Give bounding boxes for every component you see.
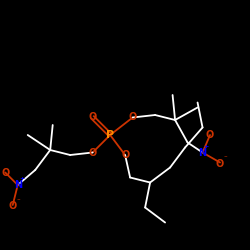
Text: P: P [106, 130, 114, 140]
Text: O: O [88, 112, 97, 122]
Text: O: O [206, 130, 214, 140]
Text: O: O [8, 201, 17, 211]
Text: O: O [88, 148, 97, 158]
Text: ⁻: ⁻ [16, 198, 20, 204]
Text: N: N [14, 180, 22, 190]
Text: N: N [198, 148, 206, 158]
Text: O: O [128, 112, 137, 122]
Text: O: O [216, 159, 224, 169]
Text: +: + [204, 144, 209, 149]
Text: +: + [19, 176, 24, 181]
Text: ⁻: ⁻ [224, 156, 228, 162]
Text: O: O [1, 168, 9, 177]
Text: O: O [121, 150, 129, 160]
